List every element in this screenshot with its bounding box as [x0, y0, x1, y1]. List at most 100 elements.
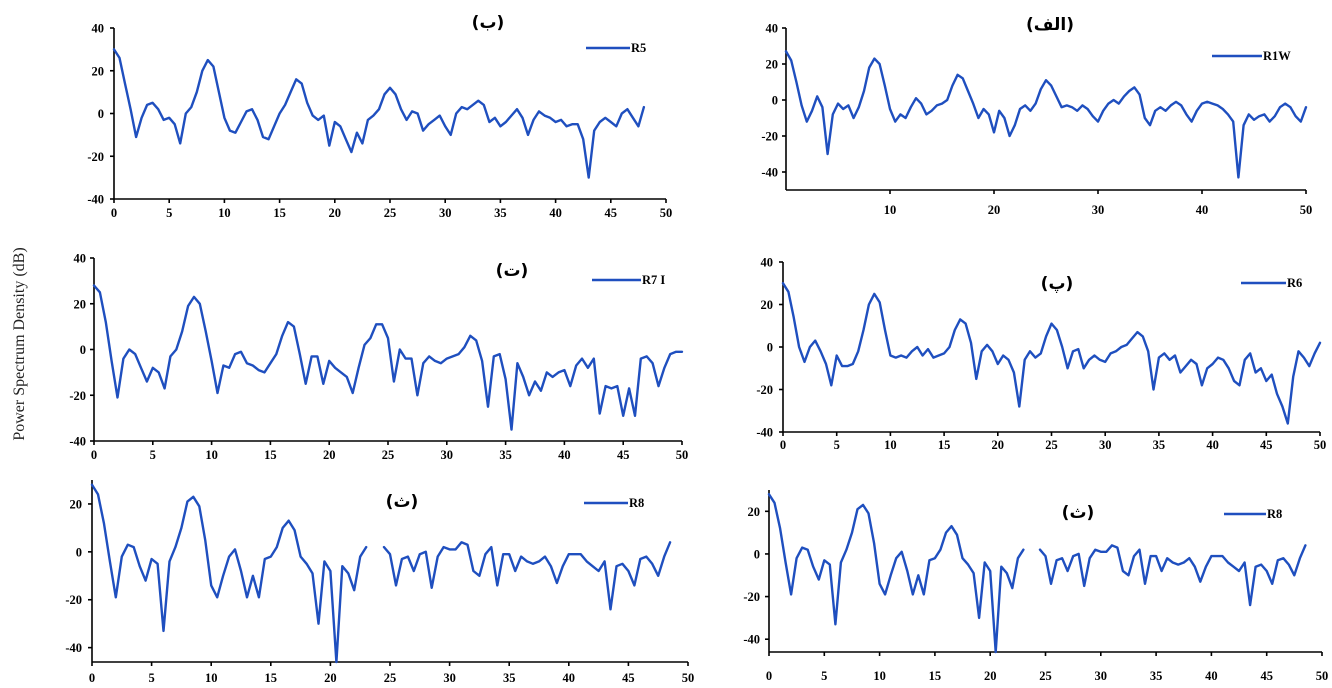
x-tick-label: 50: [676, 448, 689, 462]
x-tick-label: 35: [499, 448, 512, 462]
y-tick-label: -40: [87, 193, 104, 207]
x-tick-label: 10: [884, 203, 897, 217]
x-tick-label: 10: [873, 669, 886, 683]
y-tick-label: 0: [98, 107, 104, 121]
y-tick-label: 20: [766, 58, 779, 72]
x-tick-label: 35: [503, 671, 516, 685]
y-tick-label: 20: [70, 497, 83, 511]
x-tick-label: 0: [89, 671, 95, 685]
panel-r5: 40 20 0 -20 -40 0 5 10 15 20 25 30 35 40 45 50 (ب) R5: [87, 13, 672, 220]
y-tick-label: 0: [76, 545, 82, 559]
panel-label: (ت): [496, 261, 529, 281]
y-tick-label: -40: [69, 435, 86, 449]
x-tick-label: 30: [439, 206, 452, 220]
x-tick-label: 10: [884, 438, 897, 452]
x-tick-label: 35: [494, 206, 507, 220]
y-tick-label: -40: [65, 641, 82, 655]
x-tick-label: 0: [111, 206, 117, 220]
panel-r6: 40 20 0 -20 -40 0 5 10 15 20 25 30 35 40 45 50 (پ) R6: [756, 256, 1326, 453]
series-line-r7-i: [92, 284, 684, 431]
panel-label: (ث): [1062, 503, 1095, 523]
x-tick-label: 50: [682, 671, 695, 685]
y-tick-label: 0: [772, 94, 778, 108]
x-tick-label: 50: [660, 206, 673, 220]
series-line-r6: [781, 282, 1322, 425]
x-tick-label: 30: [1099, 438, 1112, 452]
x-tick-label: 20: [324, 671, 337, 685]
x-tick-label: 15: [265, 671, 278, 685]
y-tick-label: -40: [756, 426, 773, 440]
x-tick-label: 40: [1196, 203, 1209, 217]
legend-label: R1W: [1263, 49, 1291, 63]
y-tick-label: 20: [92, 64, 105, 78]
panel-r7-i: 40 20 0 -20 -40 0 5 10 15 20 25 30 35 40 45 50 (ت) R7 I: [69, 252, 688, 463]
y-tick-label: -20: [69, 389, 86, 403]
y-tick-label: -20: [761, 130, 778, 144]
x-tick-label: 20: [984, 669, 997, 683]
y-tick-label: -20: [87, 150, 104, 164]
x-tick-label: 10: [205, 448, 218, 462]
legend-label: R8: [1267, 507, 1282, 521]
x-tick-label: 50: [1300, 203, 1313, 217]
x-tick-label: 20: [992, 438, 1005, 452]
y-tick-label: -20: [756, 383, 773, 397]
x-tick-label: 15: [264, 448, 277, 462]
x-tick-label: 20: [329, 206, 342, 220]
x-tick-label: 0: [91, 448, 97, 462]
legend-label: R6: [1287, 276, 1302, 290]
x-tick-label: 45: [617, 448, 630, 462]
x-tick-label: 15: [929, 669, 942, 683]
panel-label: (ث): [386, 492, 419, 512]
x-tick-label: 40: [558, 448, 571, 462]
x-tick-label: 5: [150, 448, 156, 462]
y-tick-label: 40: [74, 252, 87, 266]
panel-label: (ب): [472, 13, 505, 33]
x-tick-label: 0: [766, 669, 772, 683]
series-line-r8: [767, 493, 1307, 654]
x-tick-label: 40: [1206, 438, 1219, 452]
x-tick-label: 5: [166, 206, 172, 220]
x-tick-label: 30: [1095, 669, 1108, 683]
x-tick-label: 40: [1205, 669, 1218, 683]
x-tick-label: 15: [273, 206, 286, 220]
x-tick-label: 5: [834, 438, 840, 452]
y-tick-label: -40: [743, 633, 760, 647]
y-tick-label: 0: [767, 341, 773, 355]
x-tick-label: 15: [938, 438, 951, 452]
x-tick-label: 40: [563, 671, 576, 685]
x-tick-label: 50: [1314, 438, 1327, 452]
panel-label: (پ): [1041, 274, 1074, 294]
x-tick-label: 25: [1045, 438, 1058, 452]
x-tick-label: 25: [384, 671, 397, 685]
x-tick-label: 30: [441, 448, 454, 462]
y-axis-label: Power Spectrum Density (dB): [11, 247, 28, 440]
y-tick-label: 20: [748, 505, 761, 519]
x-tick-label: 20: [988, 203, 1001, 217]
y-tick-label: -20: [743, 590, 760, 604]
y-tick-label: -40: [761, 166, 778, 180]
x-tick-label: 35: [1153, 438, 1166, 452]
x-tick-label: 35: [1150, 669, 1163, 683]
series-line-r1w: [784, 50, 1308, 179]
y-tick-label: 20: [74, 297, 87, 311]
y-tick-label: 0: [80, 343, 86, 357]
y-tick-label: 0: [754, 547, 760, 561]
y-tick-label: 40: [92, 22, 105, 36]
x-tick-label: 25: [384, 206, 397, 220]
x-tick-label: 20: [323, 448, 336, 462]
panel-r8-left: 20 0 -20 -40 0 5 10 15 20 25 30 35 40 45 50 (ث) R8: [65, 480, 694, 685]
x-tick-label: 50: [1316, 669, 1329, 683]
x-tick-label: 25: [382, 448, 395, 462]
panel-label: (الف): [1026, 15, 1074, 35]
x-tick-label: 30: [443, 671, 456, 685]
x-tick-label: 10: [205, 671, 218, 685]
x-tick-label: 5: [821, 669, 827, 683]
y-tick-label: 40: [766, 22, 779, 36]
y-tick-label: 40: [761, 256, 774, 270]
series-line-r8: [90, 483, 672, 664]
x-tick-label: 40: [549, 206, 562, 220]
x-tick-label: 30: [1092, 203, 1105, 217]
x-tick-label: 0: [780, 438, 786, 452]
x-tick-label: 45: [622, 671, 635, 685]
